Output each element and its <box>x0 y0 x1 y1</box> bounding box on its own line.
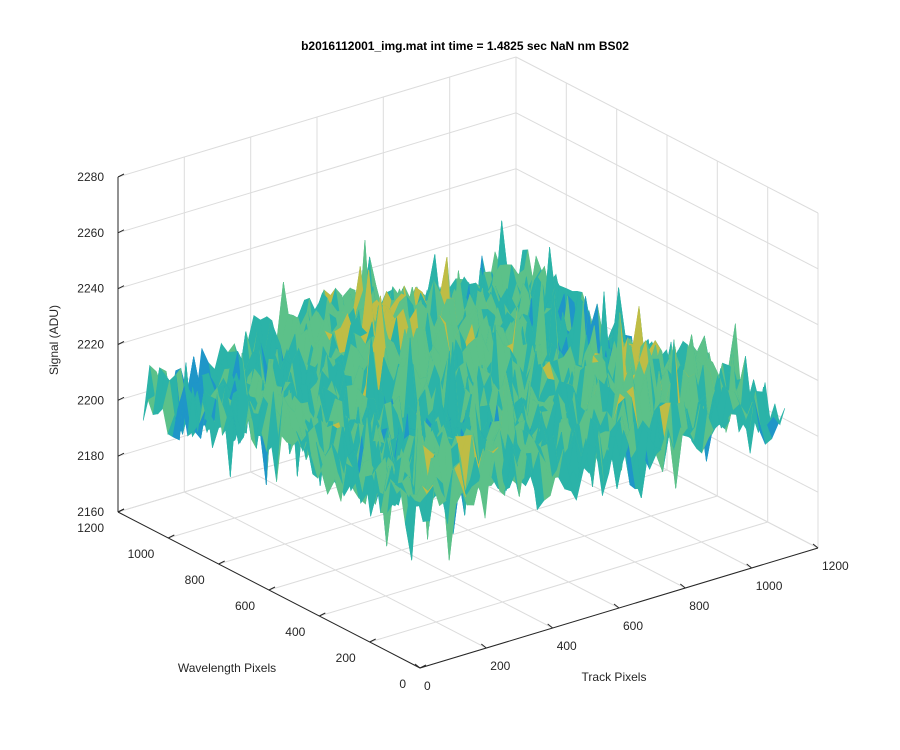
tick-labels: 0 200 400 600 800 1000 1200 0 200 400 600 800 1000 12… <box>77 170 849 693</box>
grid-line <box>515 168 819 326</box>
grid-line <box>369 521 768 643</box>
z-tick-label: 2260 <box>77 226 104 240</box>
grid-line <box>319 495 718 617</box>
y-axis-label: Wavelength Pixels <box>178 661 276 675</box>
y-tick-label: 0 <box>399 677 406 691</box>
x-tick-label: 600 <box>623 619 643 633</box>
z-tick-mark <box>117 452 125 457</box>
z-tick-mark <box>117 508 125 513</box>
chart-title: b2016112001_img.mat int time = 1.4825 se… <box>301 39 629 53</box>
x-tick-label: 0 <box>424 679 431 693</box>
x-tick-mark <box>679 583 686 589</box>
grid-line <box>117 112 517 234</box>
x-tick-label: 1200 <box>822 559 849 573</box>
y-tick-label: 600 <box>235 599 255 613</box>
z-tick-mark <box>117 173 125 178</box>
y-tick-mark <box>268 586 276 591</box>
y-tick-mark <box>319 612 326 617</box>
x-tick-label: 200 <box>490 659 510 673</box>
x-tick-mark <box>812 543 819 549</box>
z-tick-label: 2180 <box>77 449 104 463</box>
x-tick-mark <box>414 663 421 669</box>
y-tick-label: 1000 <box>128 547 155 561</box>
z-tick-label: 2240 <box>77 282 104 296</box>
x-tick-mark <box>613 603 620 609</box>
grid-line <box>117 56 517 178</box>
y-tick-label: 400 <box>285 625 305 639</box>
grid-line <box>515 224 819 381</box>
z-tick-mark <box>117 229 125 234</box>
z-axis-label: Signal (ADU) <box>47 305 61 375</box>
surface-mesh <box>142 220 786 561</box>
z-tick-label: 2160 <box>77 505 104 519</box>
x-tick-label: 800 <box>689 599 709 613</box>
x-axis-label: Track Pixels <box>582 670 647 684</box>
z-tick-mark <box>117 341 125 345</box>
y-tick-mark <box>218 560 225 565</box>
y-tick-mark <box>168 534 175 539</box>
grid-line <box>268 469 668 591</box>
grid-line <box>117 168 517 290</box>
surface-patch <box>414 484 427 503</box>
y-tick-label: 200 <box>336 651 356 665</box>
y-tick-mark <box>419 664 427 669</box>
y-tick-label: 800 <box>185 573 205 587</box>
z-tick-label: 2200 <box>77 393 104 407</box>
x-tick-mark <box>746 563 753 569</box>
axis-lines <box>117 173 819 669</box>
y-tick-label: 1200 <box>77 521 104 535</box>
grid-line <box>515 56 819 214</box>
grid-line <box>117 224 517 345</box>
z-tick-mark <box>117 396 125 401</box>
x-tick-label: 400 <box>557 639 577 653</box>
y-tick-mark <box>369 638 376 643</box>
grid-line <box>515 112 819 270</box>
z-tick-label: 2220 <box>77 338 104 352</box>
z-tick-label: 2280 <box>77 170 104 184</box>
z-tick-mark <box>117 285 125 290</box>
x-tick-mark <box>480 643 487 649</box>
x-tick-mark <box>547 623 554 629</box>
x-tick-label: 1000 <box>756 579 783 593</box>
